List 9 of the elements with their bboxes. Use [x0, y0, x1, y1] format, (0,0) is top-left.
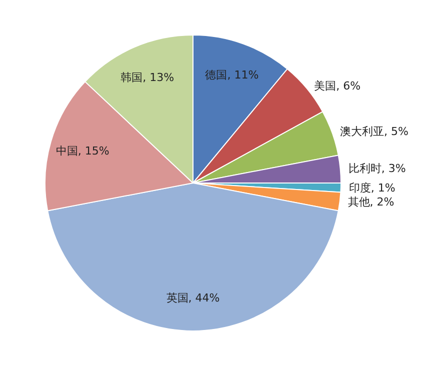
- slice-label: 英国, 44%: [166, 292, 220, 304]
- slice-label: 美国, 6%: [314, 80, 361, 93]
- slice-label: 德国, 11%: [205, 68, 259, 82]
- slice-label: 印度, 1%: [348, 181, 396, 194]
- slice-label: 澳大利亚, 5%: [340, 125, 408, 138]
- slice-label: 其他, 2%: [348, 196, 394, 209]
- slice-label: 韩国, 13%: [120, 70, 174, 84]
- slice-label: 中国, 15%: [56, 144, 110, 158]
- slice-label: 比利时, 3%: [348, 162, 406, 176]
